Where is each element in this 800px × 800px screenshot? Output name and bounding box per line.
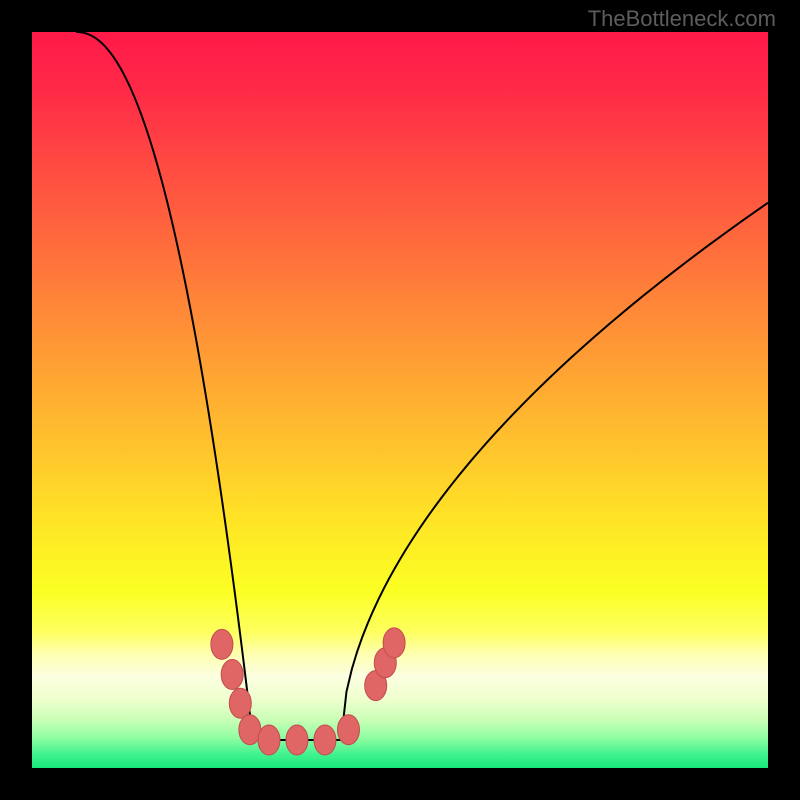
curve-markers [211,628,405,755]
curve-marker [211,629,233,659]
curve-marker [314,725,336,755]
curve-marker [221,660,243,690]
curve-marker [286,725,308,755]
plot-area [32,32,768,768]
curve-marker [258,725,280,755]
bottleneck-curve [32,32,768,768]
curve-marker [229,688,251,718]
curve-line [76,32,768,740]
curve-marker [337,715,359,745]
watermark-text: TheBottleneck.com [588,6,776,32]
curve-marker [383,628,405,658]
chart-stage: TheBottleneck.com [0,0,800,800]
